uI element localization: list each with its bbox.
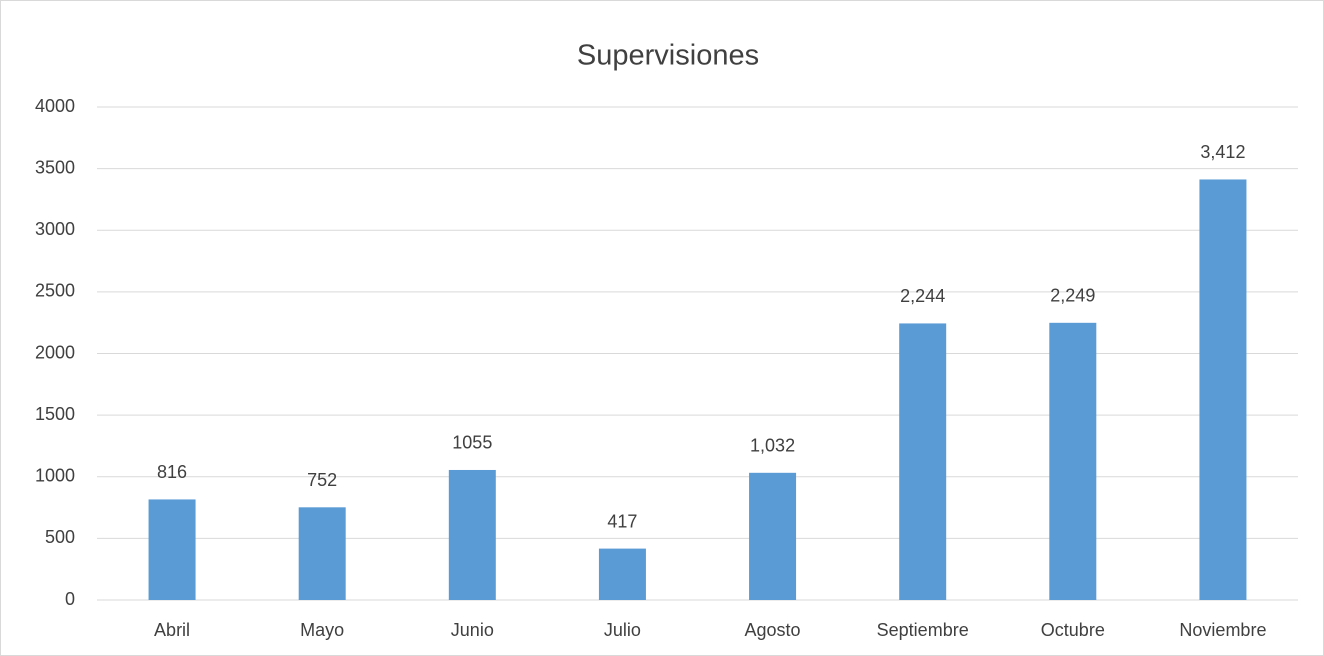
y-tick-label: 2000	[35, 342, 75, 362]
data-label: 2,249	[1050, 286, 1095, 306]
y-tick-label: 500	[45, 527, 75, 547]
data-label: 417	[607, 511, 637, 531]
y-tick-label: 4000	[35, 96, 75, 116]
y-tick-label: 3000	[35, 219, 75, 239]
bar	[148, 499, 196, 600]
data-label: 1055	[452, 433, 492, 453]
x-tick-label: Agosto	[745, 620, 801, 640]
chart-title: Supervisiones	[577, 40, 759, 72]
x-tick-label: Junio	[451, 620, 494, 640]
y-tick-label: 2500	[35, 281, 75, 301]
data-label: 3,412	[1200, 142, 1245, 162]
bar	[1049, 322, 1097, 600]
data-label: 752	[307, 470, 337, 490]
bar	[448, 469, 496, 600]
bar	[298, 507, 346, 600]
x-tick-label: Julio	[604, 620, 641, 640]
data-label: 2,244	[900, 286, 945, 306]
y-tick-label: 0	[65, 589, 75, 609]
bar	[749, 472, 797, 600]
x-tick-label: Septiembre	[877, 620, 969, 640]
y-tick-label: 1500	[35, 404, 75, 424]
x-tick-label: Mayo	[300, 620, 344, 640]
bar	[1199, 179, 1247, 600]
data-label: 816	[157, 462, 187, 482]
y-tick-label: 1000	[35, 466, 75, 486]
x-tick-label: Octubre	[1041, 620, 1105, 640]
x-tick-label: Abril	[154, 620, 190, 640]
x-tick-label: Noviembre	[1179, 620, 1266, 640]
bar	[598, 548, 646, 600]
data-label: 1,032	[750, 436, 795, 456]
y-tick-label: 3500	[35, 157, 75, 177]
bar	[899, 323, 947, 600]
